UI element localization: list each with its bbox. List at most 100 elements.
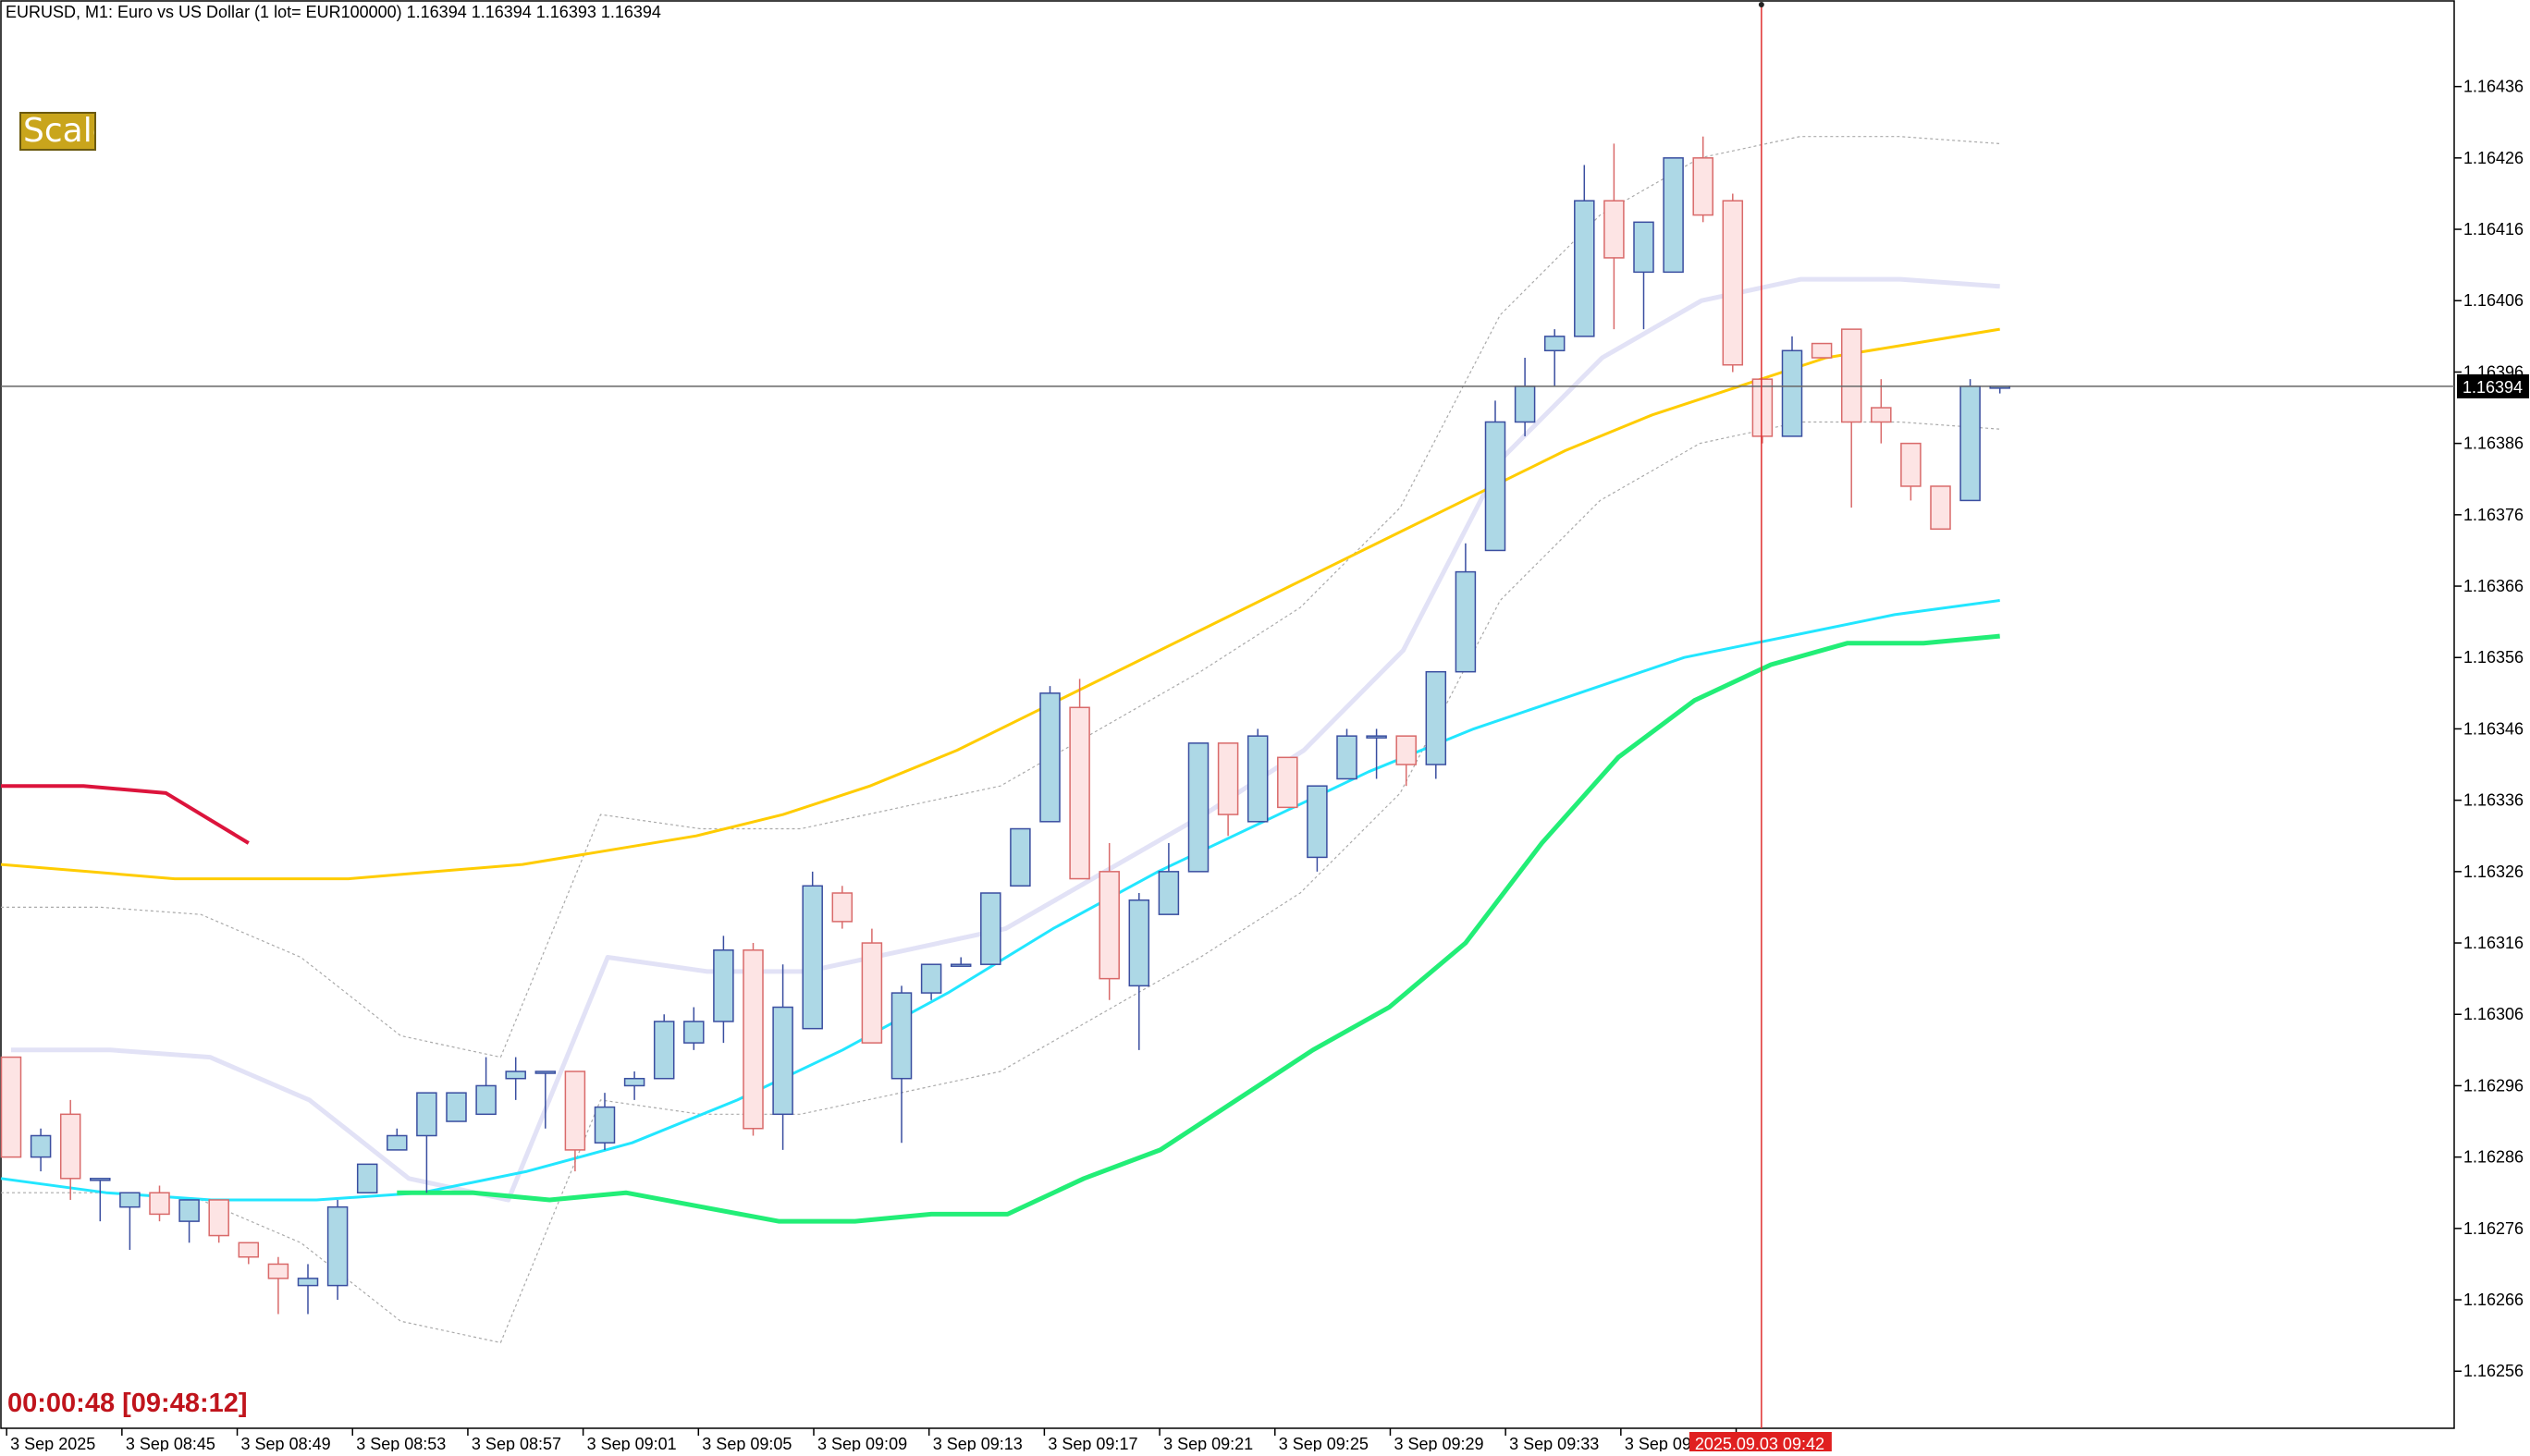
- y-axis-tick-label: 1.16416: [2463, 220, 2524, 239]
- ma-lavender-line: [11, 276, 2000, 1203]
- candle-body: [1930, 485, 1951, 531]
- x-axis-tick-label: 3 Sep 2025: [10, 1435, 95, 1451]
- candle-body: [119, 1192, 141, 1208]
- scale-button[interactable]: Scale: [19, 112, 96, 151]
- candle-body: [505, 1071, 526, 1080]
- candle-body: [59, 1113, 81, 1180]
- y-axis-tick-label: 1.16426: [2463, 149, 2524, 167]
- y-axis-tick-label: 1.16276: [2463, 1219, 2524, 1238]
- x-axis-tick-label: 3 Sep 09:25: [1279, 1435, 1369, 1451]
- candle-body: [30, 1134, 52, 1158]
- ma-gold-line: [0, 327, 2000, 881]
- chart-header: EURUSD, M1: Euro vs US Dollar (1 lot= EU…: [6, 3, 661, 21]
- candle-body: [1603, 200, 1625, 259]
- candle-body: [475, 1084, 497, 1116]
- candle-body: [326, 1205, 349, 1287]
- candle-body: [1425, 670, 1447, 765]
- candle-body: [861, 942, 883, 1044]
- candle-body: [387, 1134, 408, 1151]
- y-axis-tick-label: 1.16436: [2463, 78, 2524, 96]
- y-axis-tick-label: 1.16376: [2463, 506, 2524, 524]
- candle-body: [1099, 871, 1120, 980]
- x-axis-tick-label: 3 Sep 08:49: [241, 1435, 331, 1451]
- y-axis-tick-label: 1.16266: [2463, 1291, 2524, 1309]
- candle-body: [1722, 200, 1744, 366]
- candle-body: [356, 1163, 378, 1193]
- candle-body: [1010, 827, 1031, 887]
- current-price-label: 1.16394: [2462, 378, 2523, 397]
- candle-body: [683, 1021, 705, 1044]
- candle-body: [802, 885, 823, 1030]
- y-axis-tick-label: 1.16346: [2463, 719, 2524, 738]
- candle-body: [1247, 735, 1269, 823]
- crosshair: [1, 2, 2454, 1428]
- candle-body: [1277, 756, 1298, 809]
- y-axis-tick-label: 1.16296: [2463, 1076, 2524, 1095]
- x-axis-tick-label: 3 Sep 09:01: [587, 1435, 677, 1451]
- candle-body: [1751, 378, 1774, 437]
- candle-body: [1811, 342, 1833, 359]
- ma-red-line: [1, 784, 250, 845]
- candle-body: [178, 1199, 200, 1222]
- x-axis-tick-label: 3 Sep 09:05: [702, 1435, 792, 1451]
- candle-body: [1959, 385, 1981, 502]
- candle-body: [1366, 735, 1387, 739]
- candle-body: [594, 1106, 616, 1144]
- candle-body: [90, 1178, 111, 1181]
- candle-body: [1633, 221, 1654, 274]
- candle-body: [1307, 785, 1328, 859]
- x-axis-tick-label: 3 Sep 09:13: [933, 1435, 1023, 1451]
- candle-body: [1039, 692, 1061, 823]
- y-axis-tick-label: 1.16256: [2463, 1362, 2524, 1380]
- candle-body: [416, 1092, 437, 1137]
- candle-body: [890, 992, 913, 1080]
- candle-body: [1128, 899, 1150, 987]
- x-axis-tick-label: 3 Sep 09:33: [1509, 1435, 1599, 1451]
- candle-body: [653, 1021, 675, 1080]
- x-axis-tick-label: 3 Sep 08:53: [356, 1435, 446, 1451]
- candle-body: [534, 1071, 557, 1074]
- y-axis-tick-label: 1.16406: [2463, 291, 2524, 310]
- candle-body: [564, 1071, 586, 1151]
- candle-body: [208, 1199, 229, 1237]
- candle-timer: 00:00:48 [09:48:12]: [7, 1389, 248, 1418]
- candle-body: [1840, 328, 1862, 423]
- y-axis-tick-label: 1.16366: [2463, 577, 2524, 595]
- y-axis-tick-label: 1.16386: [2463, 434, 2524, 453]
- y-axis-tick-label: 1.16286: [2463, 1148, 2524, 1167]
- axes: 1.164361.164261.164161.164061.163961.163…: [6, 78, 2529, 1456]
- candle-body: [1663, 157, 1684, 274]
- candle-body: [920, 963, 942, 994]
- candles: [0, 136, 2010, 1315]
- candle-body: [772, 1006, 793, 1116]
- x-axis-tick-label: 3 Sep 09:29: [1394, 1435, 1483, 1451]
- current-price-tag: [2457, 373, 2529, 398]
- candle-body: [297, 1278, 319, 1287]
- candle-body: [1900, 442, 1922, 487]
- candle-body: [1455, 570, 1477, 673]
- candle-body: [1514, 385, 1536, 423]
- x-axis-tick-label: 3 Sep 09:09: [817, 1435, 907, 1451]
- candle-body: [831, 892, 854, 923]
- y-axis-tick-label: 1.16356: [2463, 648, 2524, 667]
- ma-green-line: [397, 633, 2000, 1224]
- x-axis-tick-label: 3 Sep 08:45: [126, 1435, 215, 1451]
- candle-body: [1158, 871, 1180, 915]
- x-axis-tick-label: 3 Sep 09:: [1625, 1435, 1696, 1451]
- candle-body: [1781, 349, 1803, 437]
- candle-body: [1217, 742, 1239, 815]
- chart-frame: [0, 0, 2455, 1429]
- candle-body: [446, 1092, 467, 1122]
- y-axis-tick-label: 1.16326: [2463, 863, 2524, 881]
- candle-body: [623, 1077, 645, 1087]
- candle-body: [1484, 421, 1506, 552]
- y-axis-tick-label: 1.16316: [2463, 934, 2524, 952]
- candle-body: [1871, 407, 1892, 423]
- candle-body: [713, 949, 734, 1022]
- x-axis-tick-label: 3 Sep 09:21: [1163, 1435, 1253, 1451]
- candle-body: [980, 892, 1001, 965]
- candle-body: [1336, 735, 1357, 780]
- candle-body: [1574, 200, 1595, 337]
- candle-body: [1069, 706, 1090, 880]
